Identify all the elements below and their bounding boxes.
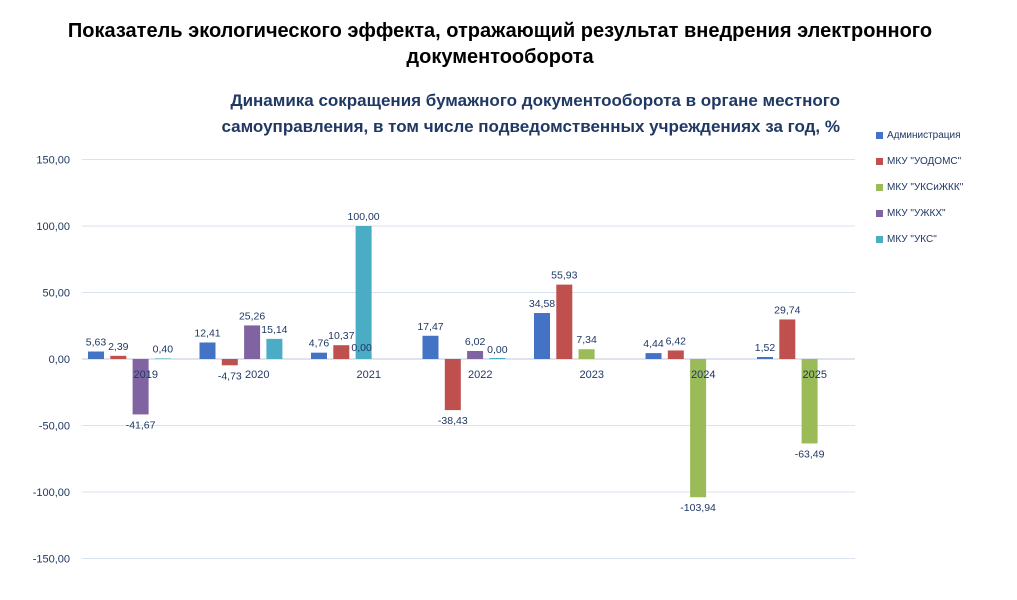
- data-label: -38,43: [438, 415, 468, 427]
- data-label: 0,00: [487, 344, 508, 356]
- bar: [422, 335, 439, 359]
- bar: [266, 338, 283, 359]
- legend-label: МКУ "УОДОМС": [887, 155, 962, 167]
- data-label: -103,94: [680, 502, 716, 514]
- y-tick-label: -150,00: [33, 554, 70, 566]
- chart-legend: Администрация МКУ "УОДОМС" МКУ "УКСиЖКК"…: [876, 122, 963, 252]
- data-label: 6,42: [666, 335, 687, 347]
- bar: [801, 359, 818, 444]
- bar: [467, 350, 484, 359]
- bar: [154, 358, 171, 359]
- data-label: 7,34: [576, 334, 597, 346]
- bar: [199, 342, 216, 359]
- data-label: 29,74: [774, 304, 800, 316]
- data-label: 17,47: [417, 321, 443, 333]
- data-label: 6,02: [465, 336, 486, 348]
- bar: [88, 351, 104, 359]
- bar: [667, 350, 684, 359]
- bar: [757, 356, 773, 359]
- x-tick-label: 2019: [134, 369, 158, 381]
- x-tick-label: 2022: [468, 369, 492, 381]
- bar: [534, 313, 550, 359]
- data-label: 2,39: [108, 341, 129, 353]
- data-label: 100,00: [348, 211, 380, 223]
- y-tick-label: -50,00: [39, 421, 70, 433]
- bar: [221, 359, 238, 366]
- legend-swatch: [876, 209, 883, 217]
- legend-item: МКУ "УКСиЖКК": [876, 174, 963, 200]
- y-tick-label: 50,00: [42, 288, 70, 300]
- bar: [244, 325, 261, 359]
- x-tick-label: 2024: [691, 369, 715, 381]
- legend-item: Администрация: [876, 122, 963, 148]
- y-tick-label: 0,00: [49, 354, 70, 366]
- data-label: 25,26: [239, 310, 265, 322]
- bar: [110, 355, 127, 359]
- x-tick-label: 2020: [245, 369, 269, 381]
- legend-label: МКУ "УЖКХ": [887, 207, 946, 219]
- data-label: 12,41: [194, 327, 220, 339]
- x-tick-label: 2023: [580, 369, 604, 381]
- bar: [355, 226, 372, 359]
- data-label: -63,49: [795, 448, 825, 460]
- data-label: 1,52: [755, 342, 776, 354]
- data-label: 4,76: [309, 338, 330, 350]
- data-label: 34,58: [529, 298, 555, 310]
- data-label: 0,00: [351, 342, 372, 354]
- legend-swatch: [876, 157, 883, 165]
- chart-title: Динамика сокращения бумажного документоо…: [221, 91, 840, 136]
- bar: [690, 359, 707, 498]
- y-tick-label: 150,00: [36, 155, 70, 167]
- legend-swatch: [876, 235, 883, 243]
- data-label: 5,63: [86, 337, 107, 349]
- page-title: Показатель экологического эффекта, отраж…: [67, 20, 933, 68]
- data-label: -4,73: [218, 370, 242, 382]
- legend-item: МКУ "УОДОМС": [876, 148, 963, 174]
- y-tick-label: 100,00: [36, 221, 70, 233]
- bar: [556, 284, 573, 359]
- bar: [132, 359, 149, 415]
- data-label: 15,14: [261, 324, 287, 336]
- legend-label: МКУ "УКС": [887, 233, 937, 245]
- data-label: 0,40: [153, 343, 174, 355]
- data-label: -41,67: [126, 419, 156, 431]
- y-tick-label: -100,00: [33, 487, 70, 499]
- data-label: 4,44: [643, 338, 664, 350]
- bar: [578, 349, 595, 359]
- bar: [311, 352, 327, 359]
- legend-item: МКУ "УКС": [876, 226, 963, 252]
- bar: [333, 345, 350, 359]
- x-tick-label: 2025: [803, 369, 827, 381]
- legend-item: МКУ "УЖКХ": [876, 200, 963, 226]
- legend-swatch: [876, 183, 883, 191]
- legend-label: МКУ "УКСиЖКК": [887, 181, 964, 193]
- bar: [444, 359, 461, 411]
- bar: [779, 319, 796, 359]
- bar: [489, 358, 506, 359]
- x-tick-label: 2021: [357, 369, 381, 381]
- bar: [645, 353, 662, 359]
- legend-swatch: [876, 131, 883, 139]
- data-label: 55,93: [551, 270, 577, 282]
- data-label: 10,37: [328, 330, 354, 342]
- legend-label: Администрация: [887, 129, 961, 141]
